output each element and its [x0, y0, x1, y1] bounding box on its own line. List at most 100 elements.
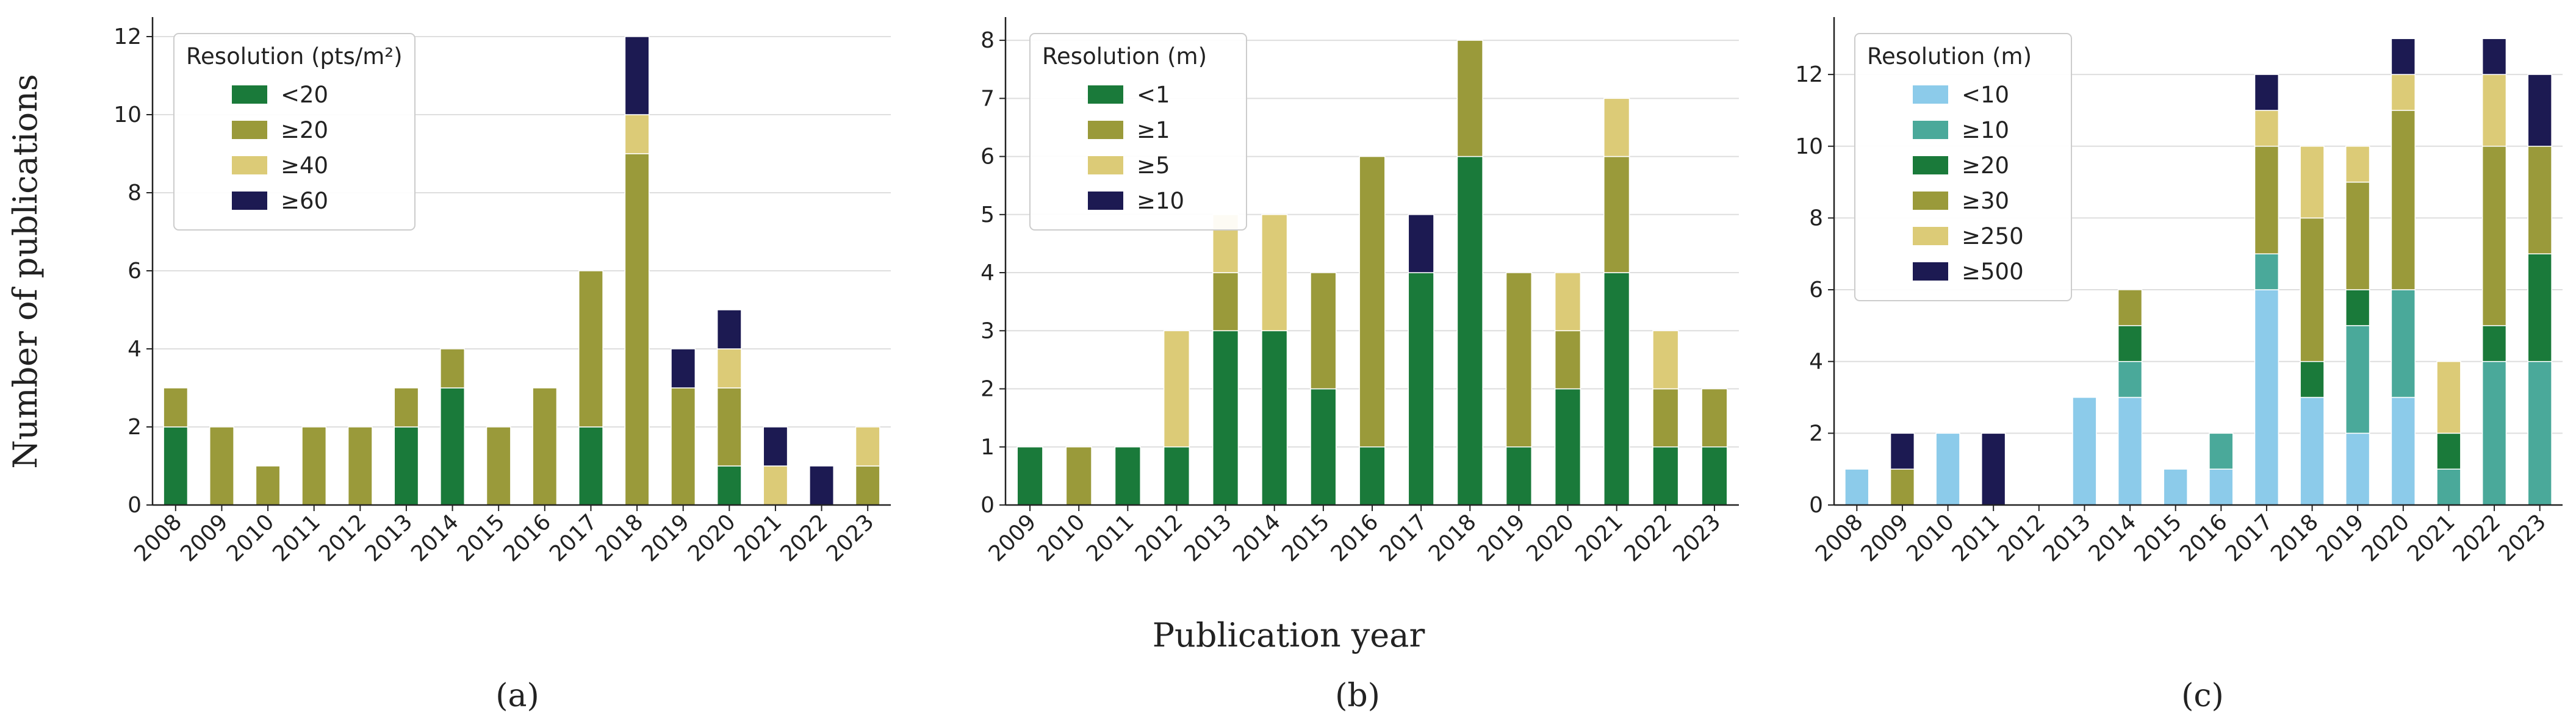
bar-segment — [2436, 360, 2461, 434]
y-tick-label: 3 — [980, 318, 995, 343]
bar-segment — [1603, 272, 1630, 506]
legend-title: Resolution (m) — [1867, 43, 2032, 70]
bar-segment — [1016, 446, 1043, 506]
x-tick-label: 2021 — [2403, 509, 2460, 567]
bar-segment — [2345, 289, 2370, 326]
x-tick-label: 2012 — [1131, 509, 1188, 567]
bar-segment — [2391, 110, 2416, 290]
legend-swatch — [1913, 156, 1948, 174]
bar-segment — [2163, 468, 2188, 506]
bar-segment — [2117, 325, 2143, 362]
legend: Resolution (pts/m²) <20 ≥20 ≥40 ≥60 — [173, 33, 416, 231]
x-tick-label: 2017 — [2221, 509, 2278, 567]
y-tick-label: 12 — [1795, 62, 1823, 87]
bar-segment — [578, 426, 603, 506]
bar-segment — [2254, 74, 2279, 111]
bar-segment — [394, 387, 419, 428]
x-tick-label: 2022 — [1619, 509, 1677, 567]
bar-segment — [163, 387, 189, 428]
bar-segment — [1261, 214, 1288, 332]
bar-segment — [1114, 446, 1141, 506]
x-tick-label: 2016 — [498, 509, 556, 567]
x-tick-label: 2012 — [314, 509, 372, 567]
bar-segment — [2254, 253, 2279, 290]
bar-segment — [716, 387, 742, 467]
y-tick-label: 1 — [980, 435, 995, 460]
bar-segment — [440, 387, 465, 506]
bar-segment — [1554, 388, 1581, 506]
bar-segment — [855, 426, 880, 467]
bar-segment — [2117, 360, 2143, 398]
x-tick-label: 2018 — [591, 509, 649, 567]
y-tick-label: 6 — [1809, 278, 1823, 303]
legend-swatch — [1088, 156, 1123, 174]
x-tick-label: 2014 — [406, 509, 464, 567]
panel-label: (c) — [2181, 678, 2224, 714]
bar-segment — [716, 348, 742, 389]
y-tick-label: 10 — [113, 102, 142, 127]
bar-segment — [1408, 214, 1434, 273]
bar-segment — [2254, 289, 2279, 506]
legend-swatch — [1088, 192, 1123, 210]
bar-segment — [855, 465, 880, 506]
legend-swatch — [1913, 121, 1948, 139]
legend-swatch — [232, 121, 267, 139]
bar-segment — [2481, 74, 2507, 147]
bar-segment — [301, 426, 327, 506]
legend-swatch — [232, 85, 267, 104]
bar-segment — [2117, 396, 2143, 506]
x-tick-label: 2010 — [1902, 509, 1959, 567]
x-tick-label: 2009 — [1857, 509, 1914, 567]
x-tick-label: 2009 — [984, 509, 1042, 567]
y-tick-label: 2 — [980, 377, 995, 402]
bar-segment — [2481, 38, 2507, 75]
legend-title: Resolution (pts/m²) — [186, 43, 403, 70]
bar-segment — [1163, 446, 1190, 506]
panel-label: (b) — [1335, 678, 1380, 714]
x-tick-label: 2015 — [453, 509, 510, 567]
legend-swatch — [1088, 121, 1123, 139]
bar-segment — [2072, 396, 2097, 506]
legend-entry: ≥40 — [281, 152, 328, 179]
legend-entry: ≥20 — [281, 117, 328, 143]
legend-entry: <20 — [281, 82, 328, 108]
y-tick-label: 0 — [128, 493, 142, 518]
y-tick-label: 10 — [1795, 134, 1823, 159]
bar-segment — [2345, 432, 2370, 506]
legend-swatch — [232, 192, 267, 210]
bar-segment — [2300, 217, 2325, 362]
legend-swatch — [232, 156, 267, 174]
bar-segment — [2527, 360, 2552, 506]
bar-segment — [486, 426, 511, 506]
y-tick-label: 8 — [980, 28, 995, 53]
x-tick-label: 2022 — [775, 509, 833, 567]
bar-segment — [2300, 146, 2325, 219]
x-tick-label: 2010 — [1033, 509, 1090, 567]
bar-segment — [2391, 289, 2416, 398]
legend-entry: ≥10 — [1962, 117, 2009, 143]
x-tick-label: 2013 — [1179, 509, 1237, 567]
y-tick-label: 7 — [980, 86, 995, 111]
bar-segment — [2391, 74, 2416, 111]
x-tick-label: 2018 — [2266, 509, 2323, 567]
bar-segment — [2254, 146, 2279, 254]
y-tick-label: 0 — [1809, 493, 1823, 518]
bar-segment — [624, 114, 650, 154]
bar-segment — [2345, 181, 2370, 290]
legend-title: Resolution (m) — [1042, 43, 1207, 70]
legend-entry: ≥60 — [281, 188, 328, 214]
bar-segment — [1603, 98, 1630, 157]
bar-segment — [1935, 432, 1960, 506]
legend-entry: ≥1 — [1137, 117, 1170, 143]
bar-segment — [209, 426, 234, 506]
legend-swatch — [1913, 192, 1948, 210]
bar-segment — [2481, 325, 2507, 362]
x-tick-label: 2020 — [683, 509, 741, 567]
bar-segment — [2527, 74, 2552, 147]
bar-segment — [532, 387, 558, 506]
chart-panel-1: 0246810122008200920102011201220132014201… — [113, 17, 891, 714]
bar-segment — [1310, 272, 1337, 390]
bar-segment — [716, 309, 742, 349]
bar-segment — [1701, 388, 1728, 448]
x-tick-label: 2021 — [730, 509, 787, 567]
